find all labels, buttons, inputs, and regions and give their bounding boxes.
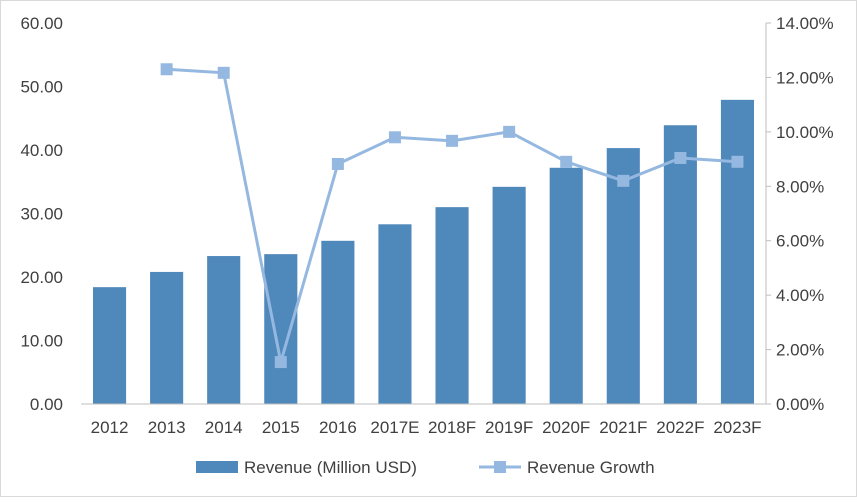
right-tick-label: 0.00% [776,395,824,414]
x-tick-label: 2012 [91,418,129,437]
left-tick-label: 30.00 [20,205,63,224]
right-tick-label: 10.00% [776,123,834,142]
bar-revenue-2022F [663,125,697,405]
growth-marker-2020F [560,155,573,168]
right-tick-label: 2.00% [776,341,824,360]
x-tick-label: 2018F [428,418,476,437]
growth-marker-2015 [274,356,287,369]
growth-marker-2023F [731,155,744,168]
left-tick-label: 0.00 [30,395,63,414]
bar-revenue-2017E [378,224,412,404]
growth-marker-2017E [388,131,401,144]
right-tick-label: 6.00% [776,232,824,251]
growth-marker-2013 [160,63,173,76]
growth-marker-2022F [674,151,687,164]
legend: Revenue (Million USD) Revenue Growth [196,458,655,477]
left-tick-label: 50.00 [20,78,63,97]
bar-revenue-2018F [435,207,469,404]
left-tick-label: 20.00 [20,268,63,287]
right-tick-label: 14.00% [776,14,834,33]
left-tick-label: 40.00 [20,141,63,160]
bar-revenue-2013 [150,271,184,404]
x-tick-label: 2014 [205,418,243,437]
legend-label-growth: Revenue Growth [527,458,655,477]
legend-label-revenue: Revenue (Million USD) [244,458,417,477]
x-tick-label: 2021F [599,418,647,437]
bar-revenue-2021F [606,148,640,404]
x-tick-label: 2019F [485,418,533,437]
growth-marker-2016 [331,157,344,170]
right-tick-label: 8.00% [776,177,824,196]
x-tick-label: 2020F [542,418,590,437]
growth-marker-2019F [503,125,516,138]
right-tick-label: 12.00% [776,68,834,87]
bar-revenue-2016 [321,240,355,404]
bar-revenue-2023F [720,99,755,405]
bar-revenue-2019F [492,186,526,404]
right-tick-label: 4.00% [776,286,824,305]
x-tick-label: 2023F [713,418,761,437]
x-tick-label: 2017E [370,418,419,437]
x-tick-label: 2015 [262,418,300,437]
growth-marker-2014 [217,66,230,79]
legend-swatch-revenue [196,461,238,473]
left-tick-label: 10.00 [20,332,63,351]
bar-revenue-2014 [207,256,241,404]
bar-revenue-2015 [264,254,298,404]
x-tick-label: 2022F [656,418,704,437]
legend-swatch-growth-marker [494,461,506,473]
x-tick-label: 2013 [148,418,186,437]
bar-revenue-2020F [549,167,583,404]
x-tick-label: 2016 [319,418,357,437]
bar-revenue-2012 [92,287,127,404]
growth-marker-2021F [617,174,630,187]
left-tick-label: 60.00 [20,14,63,33]
growth-marker-2018F [446,134,459,147]
